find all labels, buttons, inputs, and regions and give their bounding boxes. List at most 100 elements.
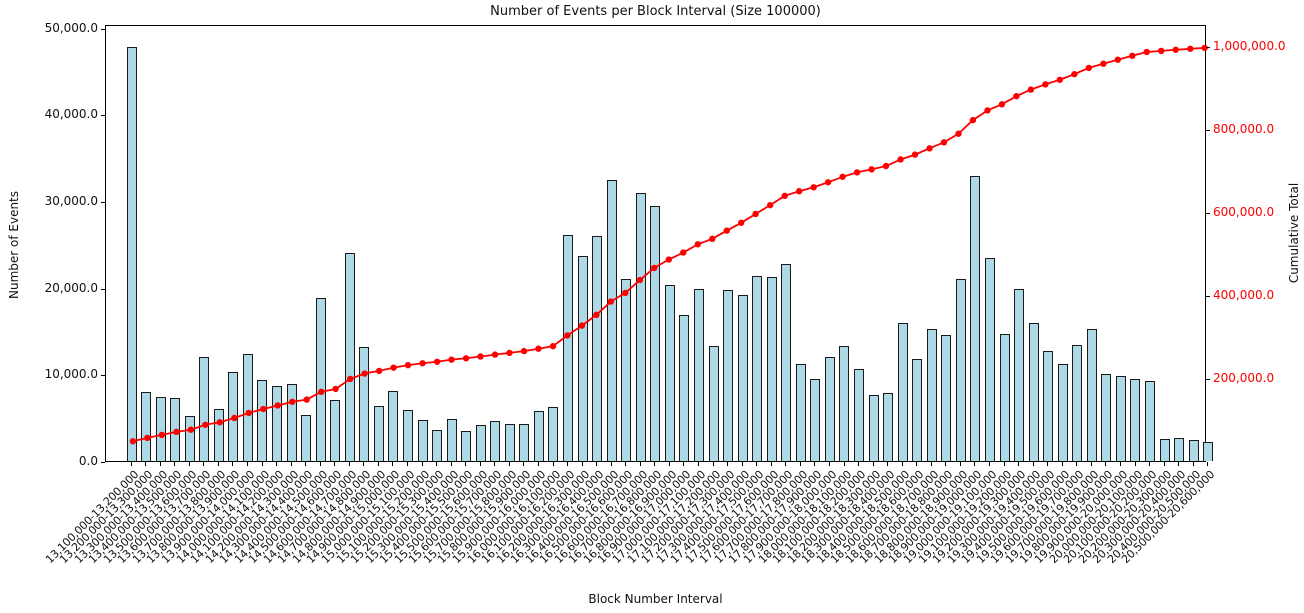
line-marker (665, 256, 673, 263)
line-marker (448, 356, 455, 363)
bar (359, 346, 370, 461)
bar (432, 429, 443, 461)
bar (650, 206, 661, 461)
bar (1014, 289, 1025, 461)
line-marker (462, 355, 470, 362)
x-tick-mark (785, 462, 787, 466)
y2-tick-label: 200,000.0 (1213, 371, 1275, 385)
bar (1130, 378, 1141, 461)
line-marker (260, 405, 267, 413)
bar (417, 420, 428, 461)
x-tick-mark (130, 462, 132, 466)
bar (257, 379, 268, 461)
bar (577, 256, 588, 461)
bar (199, 357, 210, 461)
bar (563, 234, 573, 461)
bar (286, 383, 297, 461)
bar (1145, 381, 1155, 461)
y-axis-label-left: Number of Events (7, 190, 21, 300)
bar (824, 357, 835, 461)
bar (519, 423, 530, 461)
bar (1072, 344, 1083, 461)
bar (1159, 438, 1170, 461)
y2-tick-mark (1206, 130, 1210, 131)
x-tick-mark (843, 462, 845, 466)
y2-tick-mark (1206, 379, 1210, 380)
bar (301, 415, 312, 461)
bar (126, 46, 137, 461)
y2-tick-label: 600,000.0 (1213, 205, 1275, 219)
x-tick-mark (436, 462, 438, 466)
line-marker (998, 101, 1006, 108)
line-marker (926, 145, 933, 152)
x-tick-mark (683, 462, 685, 466)
x-tick-mark (989, 462, 990, 466)
x-tick-mark (770, 462, 772, 466)
y-tick-mark (101, 115, 105, 117)
x-tick-mark (712, 462, 714, 466)
line-marker (375, 367, 383, 375)
line-marker (231, 414, 238, 422)
bar (1101, 374, 1112, 461)
x-tick-mark (596, 462, 598, 466)
bar (1174, 437, 1185, 461)
x-tick-mark (814, 462, 816, 466)
x-tick-mark (887, 462, 889, 466)
bar (635, 193, 646, 461)
x-tick-mark (305, 462, 307, 466)
bar (1086, 329, 1097, 461)
line-marker (390, 364, 397, 371)
line-marker (680, 249, 687, 256)
x-tick-mark (1090, 462, 1092, 466)
x-tick-mark (523, 462, 525, 466)
bar (999, 333, 1010, 461)
x-tick-mark (159, 462, 161, 466)
line-marker (187, 426, 195, 433)
y2-tick-label: 800,000.0 (1213, 122, 1275, 136)
x-tick-mark (203, 462, 205, 466)
y-tick-label: 40,000.0 (44, 107, 98, 122)
line-marker (578, 322, 586, 329)
bars-layer (106, 26, 1214, 461)
bar (810, 378, 821, 461)
x-tick-mark (639, 462, 641, 466)
line-marker (781, 192, 788, 200)
line-marker (1129, 52, 1136, 59)
line-marker (766, 201, 774, 209)
bar (373, 406, 384, 461)
line-marker (564, 332, 571, 339)
bar (272, 385, 282, 461)
bar (984, 258, 995, 461)
line-marker (289, 398, 296, 405)
line-marker (361, 370, 368, 377)
x-tick-mark (1105, 462, 1107, 466)
line-marker (332, 385, 339, 393)
x-tick-mark (799, 462, 801, 466)
line-marker (1100, 60, 1107, 67)
x-tick-mark (1119, 462, 1121, 466)
y2-tick-mark (1206, 296, 1210, 297)
line-marker (752, 210, 759, 218)
line-marker (216, 419, 223, 426)
line-marker (651, 264, 658, 272)
x-tick-mark (406, 462, 408, 466)
y2-tick-label: 1,000,000.0 (1213, 39, 1286, 53)
line-marker (404, 361, 412, 369)
bar (854, 369, 864, 461)
line-marker (795, 188, 803, 195)
x-tick-mark (1149, 462, 1150, 466)
line-marker (1114, 56, 1121, 63)
x-tick-mark (334, 462, 336, 466)
bar (490, 421, 501, 461)
x-tick-mark (1163, 462, 1165, 466)
bar (606, 180, 617, 461)
bar (461, 430, 472, 461)
line-marker (245, 409, 252, 417)
line-marker (419, 360, 426, 367)
y-tick-label: 0.0 (78, 454, 98, 468)
bar (868, 395, 879, 461)
line-marker (810, 184, 817, 191)
line-marker (1056, 76, 1064, 83)
x-tick-mark (1192, 462, 1194, 466)
bar (752, 276, 763, 461)
